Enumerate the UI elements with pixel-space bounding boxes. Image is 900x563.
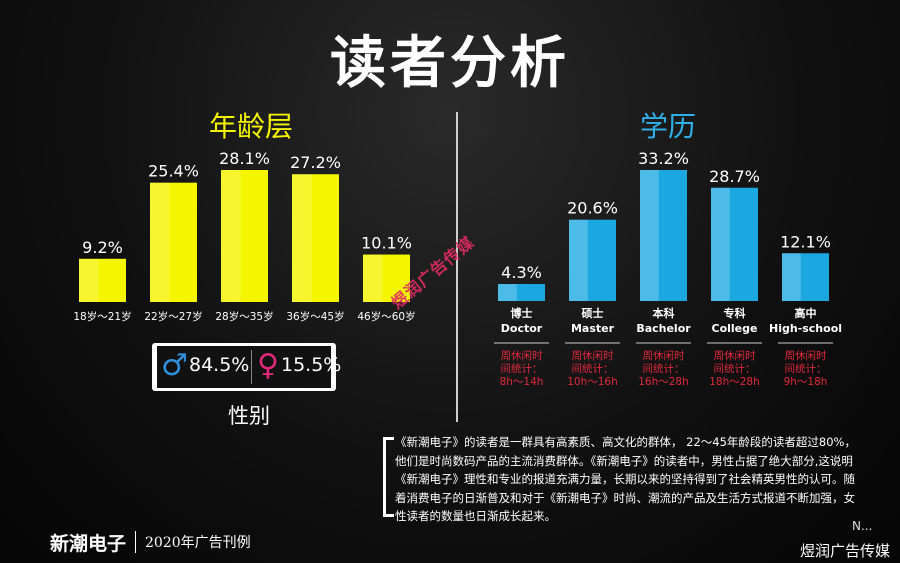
age-bar-highlight <box>79 258 99 302</box>
education-bar-highlight <box>640 170 659 301</box>
education-leisure-stat: 间统计： <box>643 362 685 375</box>
education-chart-title: 学历 <box>640 110 697 143</box>
education-bar-highlight <box>498 284 517 301</box>
education-bar-chart: 4.3%博士Doctor周休闲时间统计：8h～14h20.6%硕士Master周… <box>494 149 842 388</box>
age-bar-highlight <box>292 174 312 302</box>
education-category-en: Doctor <box>501 322 543 335</box>
gender-label: 性别 <box>228 404 270 428</box>
education-leisure-stat: 8h～14h <box>500 376 544 388</box>
education-category-en: Bachelor <box>636 322 691 335</box>
gender-panel-inner: ♂ 84.5% ♀ 15.5% <box>157 346 341 388</box>
page-title: 读者分析 <box>330 31 570 96</box>
footer-subtitle: 2020年广告刊例 <box>145 535 251 551</box>
footer-separator <box>135 531 137 553</box>
reader-description: 《新潮电子》的读者是一群具有高素质、高文化的群体， 22～45年龄段的读者超过8… <box>395 435 856 523</box>
education-data-label: 33.2% <box>638 149 689 168</box>
education-bar <box>711 187 758 301</box>
education-leisure-stat: 10h～16h <box>567 376 618 388</box>
age-category-label: 22岁～27岁 <box>144 310 202 323</box>
education-leisure-stat: 间统计： <box>572 362 614 375</box>
education-leisure-stat: 18h～28h <box>709 376 760 388</box>
education-bar <box>569 219 616 301</box>
education-category-cn: 硕士 <box>582 306 604 320</box>
footer-brand: 新潮电子 <box>50 532 127 555</box>
age-chart-title: 年龄层 <box>209 110 294 143</box>
education-data-label: 20.6% <box>567 199 618 218</box>
age-category-label: 18岁～21岁 <box>73 310 131 323</box>
education-category-en: Master <box>571 322 615 335</box>
education-data-label: 4.3% <box>501 263 542 282</box>
gender-separator <box>251 350 252 384</box>
age-data-label: 10.1% <box>361 234 412 253</box>
education-bar <box>498 284 545 301</box>
age-bar <box>292 174 339 302</box>
age-data-label: 9.2% <box>82 238 123 257</box>
education-leisure-stat: 周休闲时 <box>643 349 685 362</box>
education-leisure-stat: 间统计： <box>785 362 827 375</box>
age-bar <box>150 182 197 302</box>
age-bar-chart: 9.2% 18岁～21岁 25.4% 22岁～27岁 28.1% 28岁～35岁 27.2%… <box>73 149 415 323</box>
description-bracket <box>383 437 394 517</box>
education-leisure-stat: 间统计： <box>501 362 543 375</box>
age-bar-highlight <box>221 170 241 302</box>
section-divider <box>456 112 458 422</box>
corner-watermark: 煜润广告传媒 <box>799 542 890 560</box>
age-category-label: 46岁～60岁 <box>357 310 415 323</box>
age-bar <box>79 258 126 302</box>
education-category-cn: 专科 <box>724 306 746 320</box>
age-data-label: 25.4% <box>148 162 199 181</box>
education-data-label: 28.7% <box>709 167 760 186</box>
education-bar-highlight <box>711 187 730 301</box>
age-data-label: 27.2% <box>290 153 341 172</box>
education-leisure-stat: 间统计： <box>714 362 756 375</box>
education-leisure-stat: 9h～18h <box>784 376 828 388</box>
footer: 新潮电子 2020年广告刊例 <box>50 524 251 560</box>
male-percentage: 84.5% <box>189 354 250 376</box>
education-category-cn: 本科 <box>653 306 675 320</box>
male-icon: ♂ <box>161 348 188 383</box>
education-leisure-stat: 周休闲时 <box>572 349 614 362</box>
age-bar-highlight <box>363 254 383 302</box>
age-category-label: 28岁～35岁 <box>215 310 273 323</box>
education-leisure-stat: 周休闲时 <box>501 349 543 362</box>
page-number: N... <box>852 519 873 533</box>
female-icon: ♀ <box>257 348 279 383</box>
age-bar-highlight <box>150 182 170 302</box>
education-data-label: 12.1% <box>780 232 831 251</box>
gender-panel: ♂ 84.5% ♀ 15.5% <box>152 343 341 391</box>
education-category-cn: 博士 <box>511 306 533 320</box>
education-category-cn: 高中 <box>795 306 817 320</box>
education-bar-highlight <box>569 219 588 301</box>
education-category-en: High-school <box>769 322 842 335</box>
education-bar <box>782 253 829 301</box>
education-bar-highlight <box>782 253 801 301</box>
education-category-en: College <box>712 322 758 335</box>
age-data-label: 28.1% <box>219 149 270 168</box>
age-bar <box>221 170 268 302</box>
education-leisure-stat: 16h～28h <box>638 376 689 388</box>
education-bar <box>640 170 687 301</box>
age-category-label: 36岁～45岁 <box>286 310 344 323</box>
education-leisure-stat: 周休闲时 <box>714 349 756 362</box>
female-percentage: 15.5% <box>281 354 342 376</box>
education-leisure-stat: 周休闲时 <box>785 349 827 362</box>
age-bar <box>363 254 410 302</box>
